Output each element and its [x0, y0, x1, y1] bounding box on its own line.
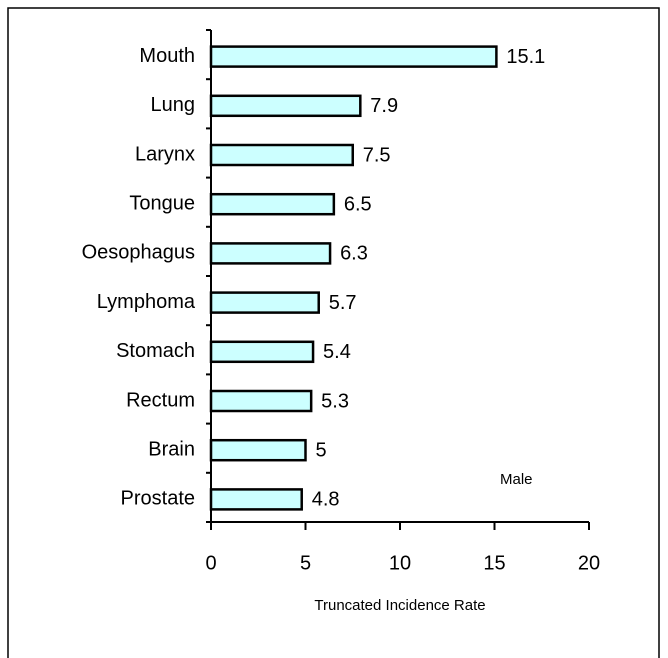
bar: [209, 340, 315, 364]
y-tick-label: Brain: [148, 438, 195, 460]
y-tick-label: Rectum: [126, 389, 195, 411]
y-tick-label: Lung: [151, 94, 196, 116]
value-label: 4.8: [312, 489, 340, 511]
bar: [209, 45, 498, 68]
value-label: 5.7: [329, 292, 357, 314]
bar: [209, 143, 354, 167]
value-label: 6.3: [340, 243, 368, 265]
bar: [209, 242, 332, 265]
y-tick-label: Lymphoma: [97, 291, 196, 313]
bar: [209, 488, 303, 511]
x-tick-label: 5: [300, 552, 311, 574]
bar: [209, 291, 320, 314]
x-tick-label: 15: [483, 552, 505, 574]
x-tick-label: 20: [578, 552, 600, 574]
y-tick-label: Mouth: [139, 45, 195, 67]
y-tick-label: Oesophagus: [82, 242, 195, 264]
x-tick-label: 10: [389, 552, 411, 574]
frame: [7, 7, 660, 658]
value-label: 15.1: [506, 46, 545, 68]
bar: [209, 94, 362, 118]
bar: [209, 438, 307, 462]
bar: [209, 389, 313, 413]
y-tick-label: Tongue: [129, 192, 195, 214]
value-label: 5: [316, 439, 327, 461]
y-tick-label: Prostate: [121, 488, 195, 510]
bar: [209, 192, 336, 216]
annotation: Male: [500, 471, 533, 488]
value-label: 5.4: [323, 341, 351, 363]
y-tick-label: Stomach: [116, 340, 195, 362]
value-label: 7.5: [363, 144, 391, 166]
y-tick-label: Larynx: [135, 143, 195, 165]
value-label: 7.9: [370, 95, 398, 117]
value-label: 5.3: [321, 390, 349, 412]
value-label: 6.5: [344, 193, 372, 215]
x-axis-label: Truncated Incidence Rate: [314, 597, 485, 614]
x-tick-label: 0: [205, 552, 216, 574]
